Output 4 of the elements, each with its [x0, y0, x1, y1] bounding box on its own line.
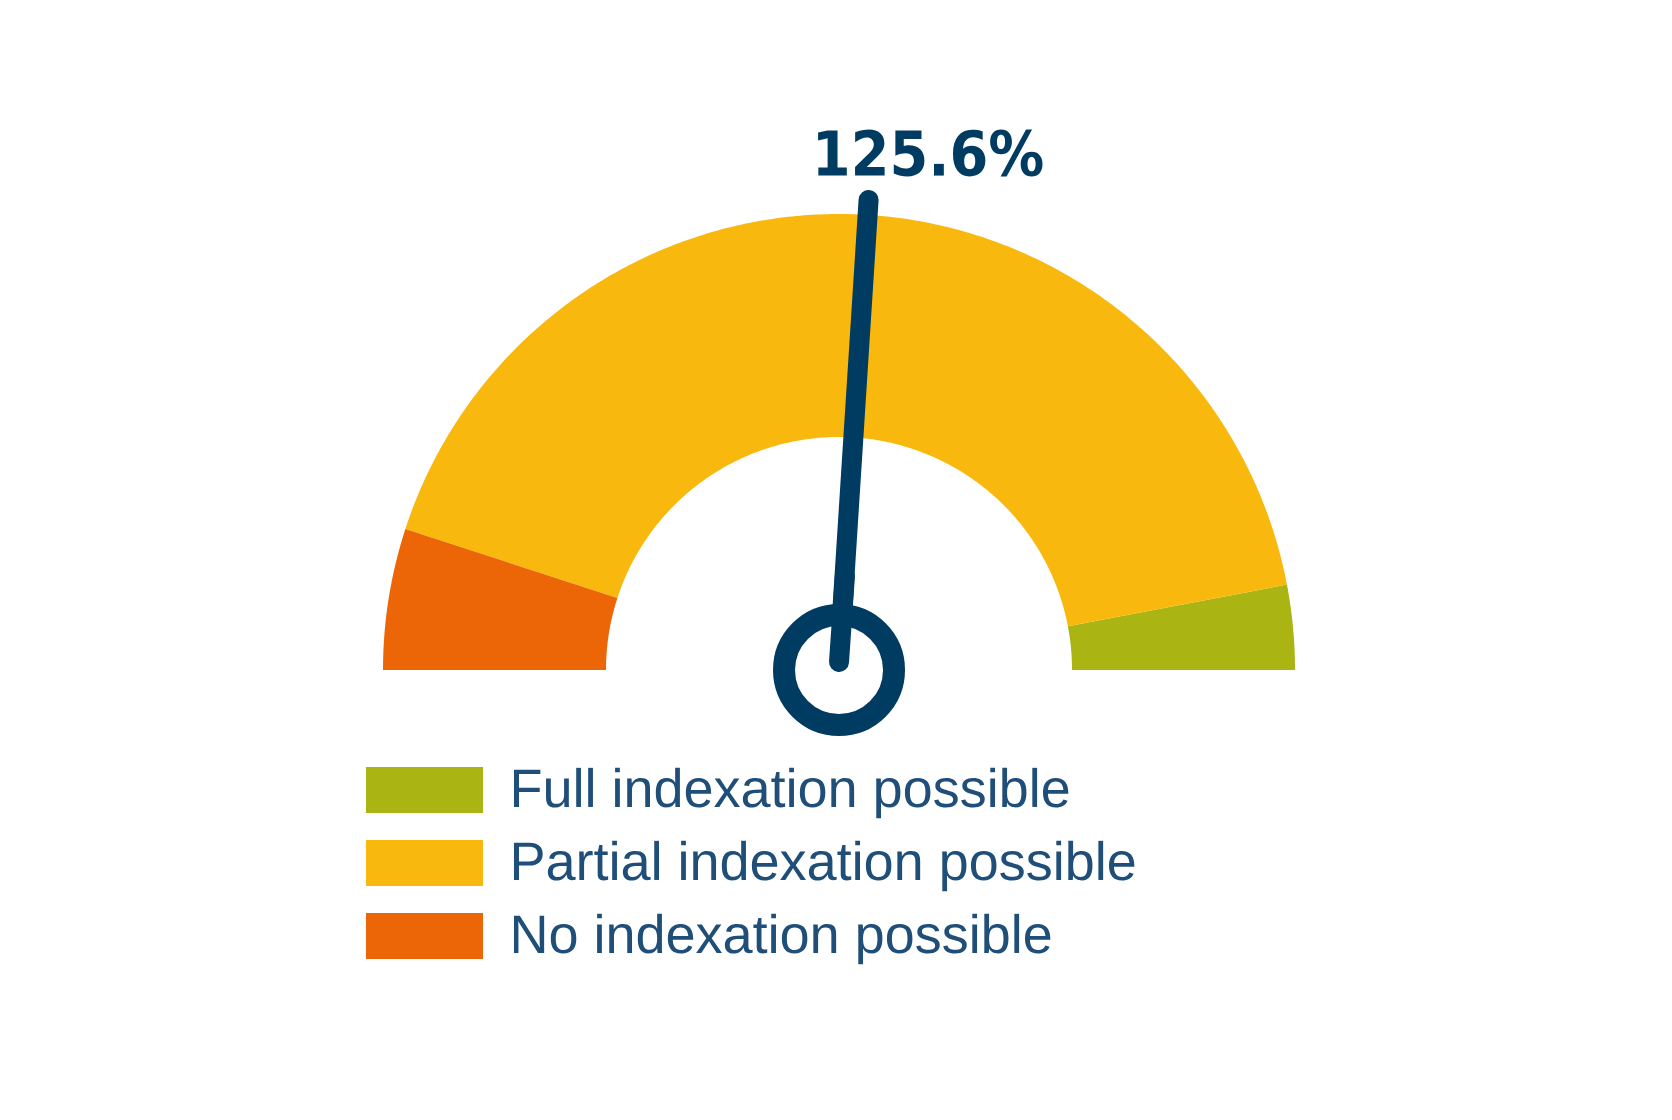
legend-label: Full indexation possible: [513, 767, 1069, 819]
legend-label: Partial indexation possible: [513, 840, 1135, 892]
text: 125.6%: [818, 129, 1043, 177]
legend-label: No indexation possible: [513, 913, 1051, 965]
